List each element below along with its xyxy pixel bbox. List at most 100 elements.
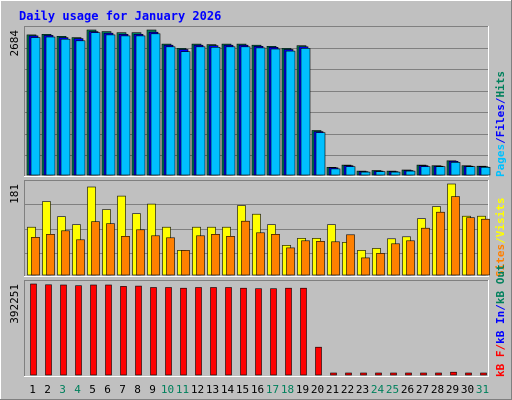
bar-pages <box>300 48 311 176</box>
x-tick-label: 8 <box>134 383 141 396</box>
x-tick-label: 7 <box>119 383 126 396</box>
bar-sites <box>166 237 175 276</box>
bar-pages <box>420 166 431 176</box>
bar-sites <box>406 240 415 276</box>
x-tick-label: 18 <box>281 383 294 396</box>
bar-kb-f <box>420 372 427 376</box>
bar-sites <box>481 218 490 276</box>
bar-pages <box>90 32 101 176</box>
x-tick-label: 10 <box>161 383 174 396</box>
x-tick-label: 31 <box>476 383 489 396</box>
bar-sites <box>91 221 100 276</box>
bar-sites <box>421 227 430 276</box>
chart-title: Daily usage for January 2026 <box>19 9 221 23</box>
bar-sites <box>451 196 460 276</box>
bar-pages <box>435 166 446 176</box>
bar-pages <box>105 34 116 176</box>
legend-entry: Files <box>494 104 507 137</box>
legend-entry: Hits <box>494 71 507 98</box>
x-tick-label: 27 <box>416 383 429 396</box>
x-tick-label: 26 <box>401 383 414 396</box>
bar-sites <box>76 239 85 276</box>
legend-entry: kB In <box>494 311 507 344</box>
x-tick-label: 17 <box>266 383 279 396</box>
bar-kb-f <box>285 287 292 376</box>
bar-kb-f <box>480 372 487 376</box>
bar-kb-f <box>300 287 307 376</box>
bar-sites <box>226 236 235 276</box>
x-tick-label: 13 <box>206 383 219 396</box>
bar-kb-f <box>255 288 262 376</box>
bar-kb-f <box>165 287 172 376</box>
bar-sites <box>151 235 160 276</box>
bar-kb-f <box>60 284 67 376</box>
bar-kb-f <box>390 372 397 376</box>
panel-legend: Sites/Visits <box>494 198 507 278</box>
bar-sites <box>316 241 325 276</box>
legend-entry: / <box>494 344 507 351</box>
bar-sites <box>106 223 115 276</box>
bar-pages <box>60 38 71 176</box>
bar-pages <box>390 171 401 176</box>
x-axis-day-labels: 1 2 3 4 5 6 7 8 9 10 11 12 13 14 15 16 17 18 19 20 21 22 23 24 2… <box>29 383 489 396</box>
bar-kb-f <box>75 285 82 376</box>
bar-pages <box>180 51 191 176</box>
bar-pages <box>255 47 266 176</box>
bar-pages <box>45 36 56 176</box>
x-tick-label: 6 <box>104 383 111 396</box>
bar-sites <box>271 234 280 276</box>
x-tick-label: 16 <box>251 383 264 396</box>
bar-kb-f <box>375 372 382 376</box>
bar-kb-f <box>345 372 352 376</box>
bar-sites <box>376 253 385 276</box>
bar-sites <box>31 237 40 276</box>
legend-entry: Visits <box>494 198 507 238</box>
legend-entry: kB Out <box>494 264 507 304</box>
bar-pages <box>360 171 371 176</box>
bar-sites <box>61 230 70 276</box>
bar-pages <box>210 46 221 176</box>
panel-sites-visits: 181 Sites/Visits <box>8 180 507 277</box>
bar-sites <box>256 232 265 276</box>
bar-sites <box>136 229 145 276</box>
bar-sites <box>466 217 475 276</box>
bar-kb-f <box>30 283 37 376</box>
bar-sites <box>286 247 295 276</box>
legend-entry: / <box>494 304 507 311</box>
legend-entry: / <box>494 137 507 144</box>
bar-sites <box>121 236 130 276</box>
bar-kb-f <box>105 284 112 376</box>
bar-pages <box>405 170 416 176</box>
bar-kb-f <box>450 371 457 376</box>
panel-legend: kB F/kB In/kB Out <box>494 264 507 377</box>
legend-entry: kB F <box>494 351 507 378</box>
bar-kb-f <box>315 346 322 376</box>
bar-kb-f <box>135 285 142 376</box>
bar-pages <box>285 50 296 176</box>
bar-pages <box>270 48 281 176</box>
bar-kb-f <box>120 286 127 376</box>
x-tick-label: 11 <box>176 383 189 396</box>
x-tick-label: 9 <box>149 383 156 396</box>
bar-sites <box>331 241 340 276</box>
bar-kb-f <box>435 372 442 376</box>
x-tick-label: 30 <box>461 383 474 396</box>
chart-panels: 2684Pages/Files/Hits181Sites/Visits39225… <box>8 26 507 377</box>
x-tick-label: 20 <box>311 383 324 396</box>
bar-kb-f <box>360 372 367 376</box>
x-tick-label: 14 <box>221 383 235 396</box>
x-tick-label: 29 <box>446 383 459 396</box>
bar-pages <box>165 46 176 176</box>
bar-pages <box>240 46 251 176</box>
bar-pages <box>225 46 236 176</box>
bar-sites <box>211 234 220 276</box>
panel-legend: Pages/Files/Hits <box>494 71 507 177</box>
bar-sites <box>46 234 55 276</box>
bar-kb-f <box>90 284 97 376</box>
bar-sites <box>391 243 400 276</box>
bar-pages <box>375 171 386 176</box>
legend-entry: Pages <box>494 144 507 177</box>
x-tick-label: 28 <box>431 383 444 396</box>
